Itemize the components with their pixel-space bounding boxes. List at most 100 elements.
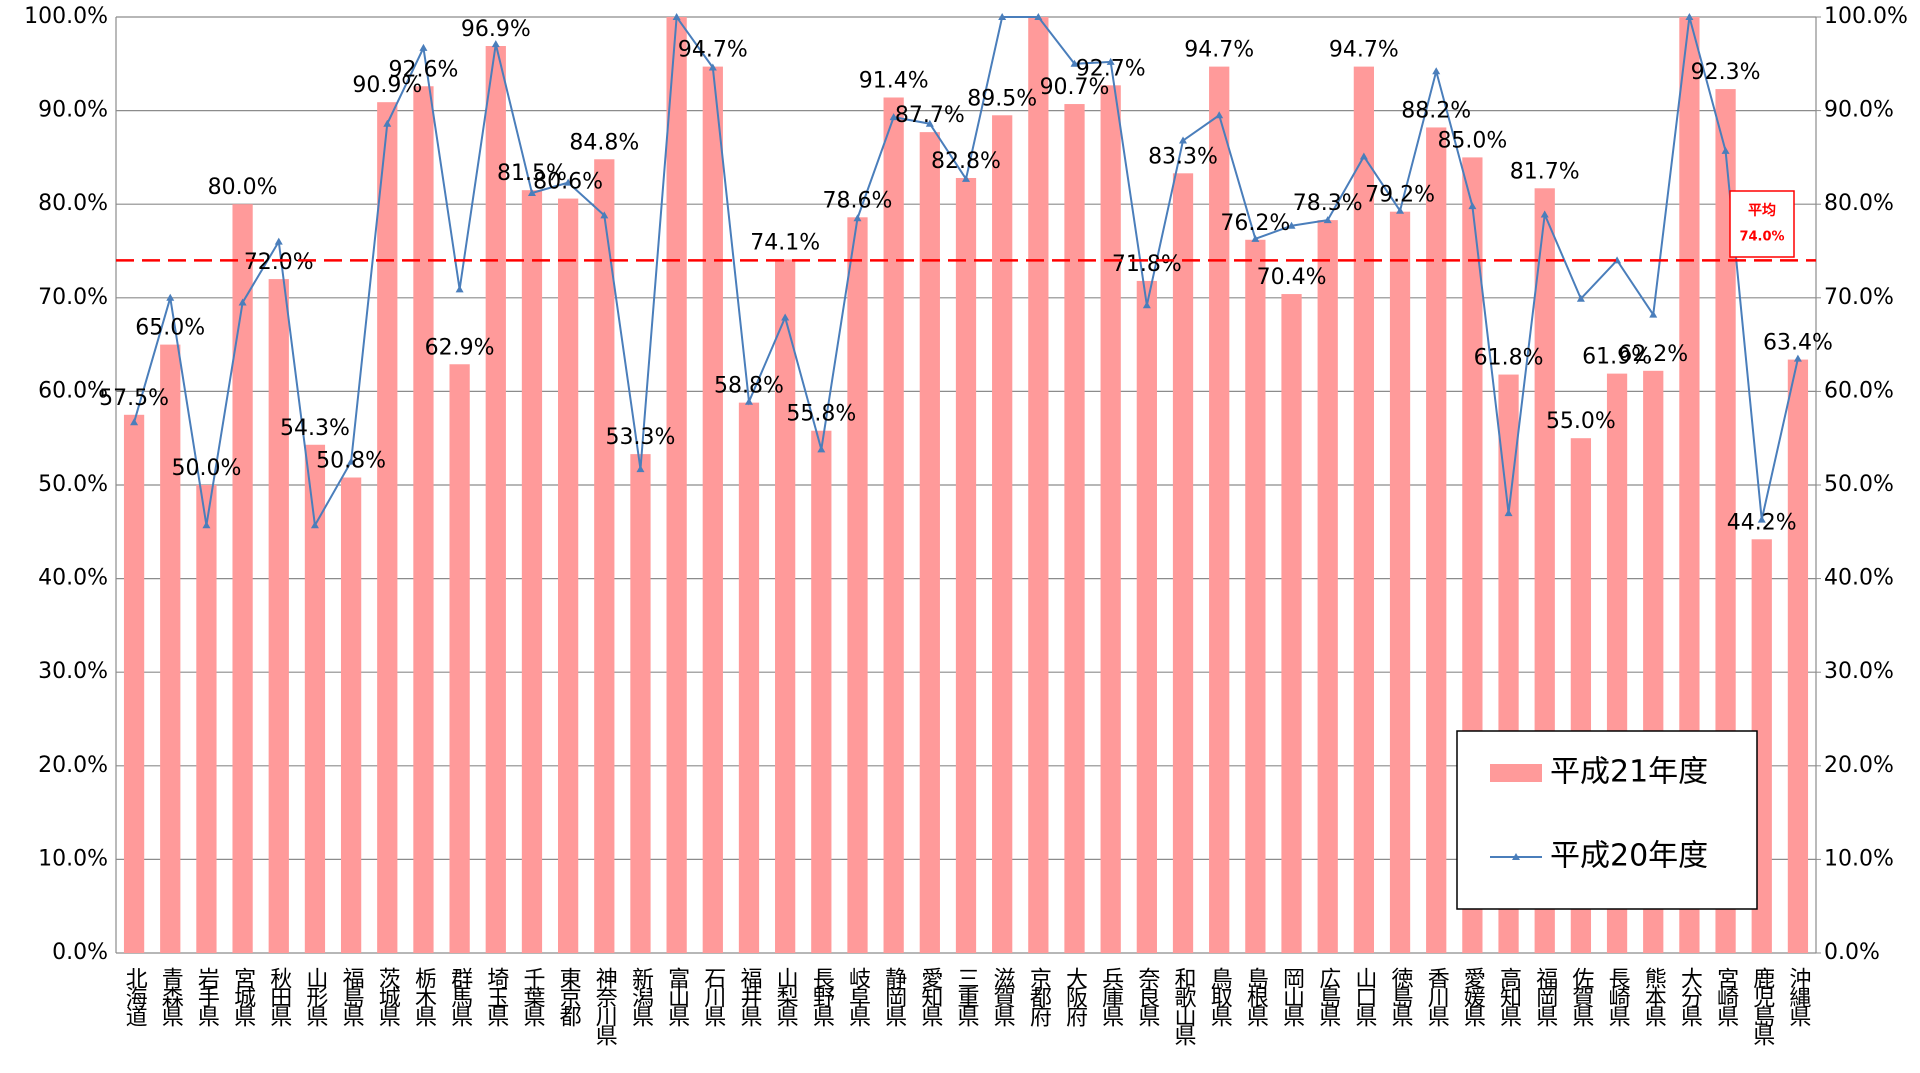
data-label: 84.8%	[569, 130, 639, 155]
bar	[304, 444, 326, 953]
data-label: 71.8%	[1112, 252, 1182, 277]
line-marker	[1432, 67, 1441, 75]
bar	[919, 132, 940, 954]
x-tick-label: 長野県	[809, 967, 835, 1027]
legend-box	[1456, 730, 1758, 910]
data-label: 65.0%	[135, 316, 205, 341]
y2-tick-label: 90.0%	[1824, 98, 1894, 123]
x-tick-label: 和歌山県	[1171, 967, 1197, 1046]
x-tick-label: 東京都	[556, 967, 582, 1027]
bar	[847, 217, 868, 953]
bar	[232, 204, 253, 953]
bar	[1281, 294, 1302, 953]
line-marker	[383, 119, 392, 127]
x-tick-label: 群馬県	[447, 967, 473, 1027]
line-marker	[1685, 13, 1694, 20]
line-marker	[853, 214, 862, 222]
line-marker	[455, 285, 464, 293]
x-tick-label: 石川県	[700, 967, 726, 1027]
line-marker	[419, 43, 428, 51]
x-tick-label: 北海道	[122, 967, 148, 1027]
data-label: 50.8%	[316, 449, 386, 474]
data-label: 78.3%	[1293, 191, 1363, 216]
x-tick-label: 山形県	[302, 967, 328, 1027]
line-marker	[1504, 509, 1513, 517]
data-label: 61.9%	[1582, 345, 1652, 370]
x-tick-label: 岐阜県	[845, 967, 871, 1027]
x-tick-label: 宮崎県	[1713, 967, 1739, 1027]
line-marker	[1323, 216, 1332, 224]
bar	[594, 159, 615, 954]
bar	[883, 97, 904, 954]
bar	[377, 102, 398, 953]
data-label: 89.5%	[967, 86, 1037, 111]
bar	[1172, 173, 1194, 953]
bar	[1100, 85, 1121, 953]
bar	[340, 477, 362, 953]
line-marker	[130, 418, 139, 426]
line-marker	[1142, 301, 1151, 309]
bar	[558, 198, 579, 954]
x-tick-label: 香川県	[1424, 967, 1450, 1027]
x-tick-label: 山梨県	[773, 967, 799, 1027]
line-marker	[347, 457, 356, 465]
bar	[1028, 17, 1049, 953]
x-tick-label: 大阪府	[1062, 967, 1088, 1027]
x-tick-label: 富山県	[664, 967, 690, 1027]
line-marker	[1359, 152, 1368, 160]
line-marker	[817, 445, 826, 453]
line-marker	[1757, 515, 1766, 523]
average-value: 74.0%	[1739, 230, 1784, 245]
data-label: 90.9%	[352, 73, 422, 98]
data-label: 81.7%	[1510, 159, 1580, 184]
bar	[196, 485, 217, 953]
x-tick-label: 徳島県	[1388, 967, 1414, 1027]
line-marker	[1468, 202, 1477, 210]
x-tick-label: 長崎県	[1605, 967, 1631, 1027]
average-box	[1729, 190, 1795, 258]
data-label: 80.0%	[208, 175, 278, 200]
x-tick-label: 沖縄県	[1785, 967, 1811, 1027]
line-marker	[238, 298, 247, 306]
bar	[1679, 17, 1700, 953]
y-tick-label: 70.0%	[38, 285, 108, 310]
y-tick-label: 10.0%	[38, 846, 108, 871]
data-label: 79.2%	[1365, 183, 1435, 208]
bar	[955, 177, 977, 953]
y-tick-label: 60.0%	[38, 378, 108, 403]
y-tick-label: 30.0%	[38, 659, 108, 684]
x-tick-label: 京都府	[1026, 967, 1052, 1027]
data-label: 76.2%	[1220, 211, 1290, 236]
legend-label: 平成20年度	[1550, 839, 1708, 874]
x-tick-label: 兵庫県	[1098, 967, 1124, 1027]
data-label: 58.8%	[714, 374, 784, 399]
y-tick-label: 100.0%	[24, 4, 108, 29]
data-label: 44.2%	[1727, 510, 1797, 535]
bar	[992, 115, 1013, 953]
x-tick-label: 神奈川県	[592, 967, 618, 1046]
bar	[1136, 280, 1157, 953]
x-tick-label: 栃木県	[411, 967, 437, 1027]
x-tick-label: 新潟県	[628, 967, 654, 1027]
line-marker	[744, 397, 753, 405]
x-tick-label: 鹿児島県	[1749, 967, 1775, 1046]
line-marker	[1179, 136, 1188, 144]
x-tick-label: 埼玉県	[483, 967, 509, 1027]
data-label: 92.3%	[1691, 60, 1761, 85]
x-tick-label: 宮城県	[230, 967, 256, 1027]
data-label: 54.3%	[280, 416, 350, 441]
bar	[702, 66, 723, 953]
x-tick-label: 佐賀県	[1568, 967, 1594, 1027]
data-label: 50.0%	[171, 456, 241, 481]
y-tick-label: 20.0%	[38, 753, 108, 778]
y2-tick-label: 20.0%	[1824, 753, 1894, 778]
x-tick-label: 愛知県	[917, 967, 943, 1027]
data-label: 72.0%	[244, 250, 314, 275]
x-tick-label: 福井県	[736, 967, 762, 1027]
bar	[449, 364, 470, 954]
y2-tick-label: 10.0%	[1824, 846, 1894, 871]
bar	[1317, 220, 1338, 953]
line-marker	[1721, 146, 1730, 154]
data-label: 61.8%	[1474, 346, 1544, 371]
